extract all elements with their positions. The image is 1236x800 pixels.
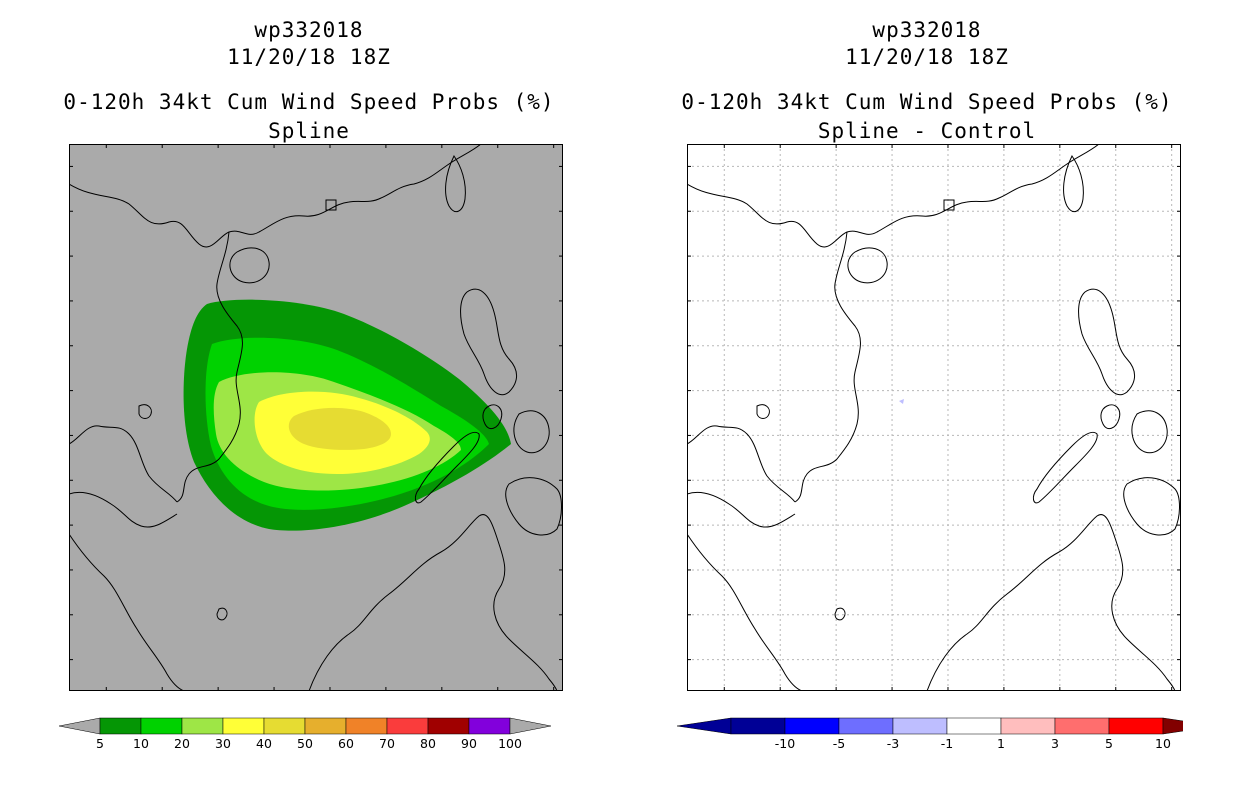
coast-visayas bbox=[513, 410, 550, 454]
coast-mindanao bbox=[1123, 477, 1180, 536]
map-frame bbox=[687, 144, 1181, 691]
subtitle: Spline - Control bbox=[817, 119, 1037, 143]
colorbar-high-arrow bbox=[1162, 717, 1183, 735]
colorbar-label: 100 bbox=[498, 736, 522, 751]
coast-luzon bbox=[460, 288, 517, 396]
coastlines bbox=[69, 144, 562, 691]
colorbar-difference: -10 -5 -3 -1 1 3 5 10 bbox=[676, 717, 1183, 751]
contour-40pct bbox=[288, 407, 391, 450]
coast-taiwan bbox=[1063, 155, 1084, 213]
colorbar-swatch bbox=[946, 717, 1002, 735]
colorbar-high-arrow bbox=[509, 717, 552, 735]
subtitle: Spline bbox=[268, 119, 350, 143]
map-frame bbox=[69, 144, 563, 691]
lat-tick-labels: 24N22N20N18N16N14N12N10N8N6N4N2N bbox=[69, 165, 563, 661]
colorbar-label: -10 bbox=[775, 736, 795, 751]
datetime-title: 11/20/18 18Z bbox=[845, 45, 1009, 69]
lon-tick-labels: 102E105E108E111E114E117E120E123E126E bbox=[105, 144, 555, 691]
product-title: 0-120h 34kt Cum Wind Speed Probs (%) bbox=[63, 90, 555, 114]
colorbar-label: 5 bbox=[96, 736, 104, 751]
coast-hainan bbox=[847, 247, 888, 284]
colorbar-swatch bbox=[1108, 717, 1164, 735]
colorbar-label: -3 bbox=[887, 736, 899, 751]
colorbar-swatch bbox=[427, 717, 470, 735]
colorbar-swatch bbox=[99, 717, 142, 735]
colorbar-swatch bbox=[222, 717, 265, 735]
coast-mainland-north bbox=[687, 144, 1100, 248]
coast-hainan bbox=[229, 247, 270, 284]
coast-gulf-thailand bbox=[687, 491, 796, 528]
colorbar-swatch bbox=[140, 717, 183, 735]
colorbar-swatch bbox=[730, 717, 786, 735]
coast-borneo bbox=[308, 514, 558, 691]
colorbar-label: 1 bbox=[997, 736, 1005, 751]
lat-tick-labels: 24N22N20N18N16N14N12N10N8N6N4N2N bbox=[687, 165, 1181, 661]
coast-visayas bbox=[1131, 410, 1168, 454]
colorbar-swatch bbox=[1054, 717, 1110, 735]
coast-mainland-north bbox=[69, 144, 482, 248]
coast-tonle-sap bbox=[138, 404, 152, 419]
product-title: 0-120h 34kt Cum Wind Speed Probs (%) bbox=[681, 90, 1173, 114]
coast-cambodia-thailand bbox=[69, 425, 178, 503]
colorbar-label: -1 bbox=[941, 736, 953, 751]
coast-hongkong-box bbox=[325, 199, 337, 211]
colorbar-label: -5 bbox=[833, 736, 845, 751]
coast-tonle-sap bbox=[756, 404, 770, 419]
storm-id-title: wp332018 bbox=[254, 18, 364, 42]
colorbar-low-arrow bbox=[58, 717, 101, 735]
colorbar-probs: 5 10 20 30 40 50 60 70 80 90 100 bbox=[58, 717, 552, 751]
colorbar-label: 3 bbox=[1051, 736, 1059, 751]
coast-mindoro-panay bbox=[482, 404, 503, 430]
colorbar-label: 10 bbox=[133, 736, 149, 751]
colorbar-label: 40 bbox=[256, 736, 272, 751]
coast-natuna bbox=[216, 607, 228, 621]
coast-vietnam bbox=[176, 231, 243, 503]
colorbar-swatch bbox=[838, 717, 894, 735]
colorbar-swatch bbox=[263, 717, 306, 735]
coast-gulf-thailand bbox=[69, 491, 178, 528]
coast-natuna bbox=[834, 607, 846, 621]
colorbar-low-arrow bbox=[676, 717, 732, 735]
coast-mindanao bbox=[505, 477, 562, 536]
map-background bbox=[687, 144, 1181, 691]
colorbar-swatch bbox=[784, 717, 840, 735]
coast-malay-peninsula bbox=[69, 533, 185, 691]
colorbar-swatch bbox=[892, 717, 948, 735]
lon-tick-labels: 102E105E108E111E114E117E120E123E126E bbox=[723, 144, 1173, 691]
colorbar-swatch bbox=[181, 717, 224, 735]
datetime-title: 11/20/18 18Z bbox=[227, 45, 391, 69]
colorbar-label: 30 bbox=[215, 736, 231, 751]
colorbar-swatch bbox=[304, 717, 347, 735]
colorbar-label: 80 bbox=[420, 736, 436, 751]
coast-luzon bbox=[1078, 288, 1135, 396]
storm-id-title: wp332018 bbox=[872, 18, 982, 42]
difference-map: 102E105E108E111E114E117E120E123E126E 24N… bbox=[687, 144, 1181, 691]
colorbar-label: 50 bbox=[297, 736, 313, 751]
colorbar-swatch bbox=[1000, 717, 1056, 735]
colorbar-label: 20 bbox=[174, 736, 190, 751]
coastlines bbox=[687, 144, 1180, 691]
difference-blob bbox=[899, 399, 904, 404]
colorbar-label: 5 bbox=[1105, 736, 1113, 751]
colorbar-swatch bbox=[386, 717, 429, 735]
coast-borneo bbox=[926, 514, 1176, 691]
colorbar-label: 60 bbox=[338, 736, 354, 751]
probability-map: 102E105E108E111E114E117E120E123E126E 24N… bbox=[69, 144, 563, 691]
colorbar-swatch bbox=[345, 717, 388, 735]
colorbar-label: 10 bbox=[1155, 736, 1171, 751]
panel-spline: wp332018 11/20/18 18Z 0-120h 34kt Cum Wi… bbox=[58, 18, 563, 751]
panel-spline-minus-control: wp332018 11/20/18 18Z 0-120h 34kt Cum Wi… bbox=[618, 0, 1236, 800]
coast-hongkong-box bbox=[943, 199, 955, 211]
coast-mindoro-panay bbox=[1100, 404, 1121, 430]
coast-palawan bbox=[414, 431, 480, 504]
coast-cambodia-thailand bbox=[687, 425, 796, 503]
coast-taiwan bbox=[445, 155, 466, 213]
graticule bbox=[687, 144, 1181, 691]
coast-malay-peninsula bbox=[687, 533, 803, 691]
colorbar-label: 90 bbox=[461, 736, 477, 751]
coast-palawan bbox=[1032, 431, 1098, 504]
colorbar-label: 70 bbox=[379, 736, 395, 751]
coast-vietnam bbox=[794, 231, 861, 503]
colorbar-swatch bbox=[468, 717, 511, 735]
